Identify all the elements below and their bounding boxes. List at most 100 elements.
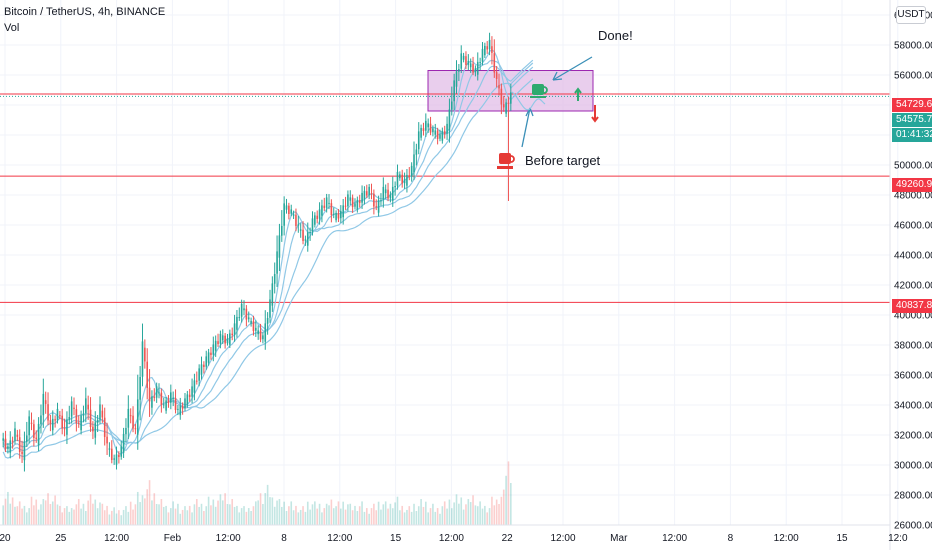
candle-body (351, 197, 354, 207)
candle (212, 336, 215, 362)
candle-body (467, 60, 470, 65)
x-tick-label: 8 (281, 533, 287, 544)
volume-bar (16, 506, 19, 525)
candle-body (35, 437, 38, 439)
candle-body (413, 154, 415, 173)
volume-bar (177, 503, 179, 525)
annotation-done: Done! (598, 28, 633, 43)
price-axis[interactable]: 60000.0058000.0056000.0054000.0052000.00… (889, 0, 932, 550)
volume-bar (344, 509, 347, 525)
candle-body (28, 416, 30, 436)
candle-body (195, 380, 198, 382)
candle (269, 289, 271, 323)
candle (413, 141, 415, 181)
volume-bar (96, 508, 99, 525)
candle-body (415, 149, 418, 155)
time-axis[interactable]: 20 25 12:00 Feb 12:00 8 12:00 15 12:00 22 12:00 Mar… (0, 524, 908, 544)
candle (54, 415, 56, 428)
volume-bar (295, 505, 297, 525)
candle-body (406, 174, 408, 186)
candle (488, 32, 491, 56)
volume-bar (370, 508, 373, 525)
chart-title: Bitcoin / TetherUS, 4h, BINANCE (4, 6, 166, 18)
candle-body (391, 186, 394, 201)
candle (110, 440, 113, 464)
candle-body (389, 194, 392, 199)
volume-bar (42, 499, 45, 525)
volume-bar (35, 499, 38, 525)
volume-bar (269, 497, 271, 525)
volume-bar (236, 505, 238, 525)
volume-bar (148, 480, 151, 525)
candle (358, 194, 361, 208)
x-tick-label: 12:00 (327, 533, 352, 544)
candle-body (85, 398, 87, 414)
candle-body (311, 218, 314, 232)
green-cup-icon (530, 84, 548, 98)
candle (417, 122, 420, 155)
candle-body (134, 428, 137, 430)
candle-body (210, 352, 212, 355)
candle-body (224, 335, 226, 344)
candle (384, 184, 387, 199)
volume-bar (401, 505, 404, 525)
volume-bar (174, 508, 177, 525)
candle-body (373, 193, 375, 207)
candle (502, 95, 505, 112)
green-cup-body (532, 84, 544, 95)
volume-bar (458, 503, 460, 525)
candle-body (453, 80, 455, 102)
candle-body (158, 392, 160, 394)
candle-body (233, 323, 236, 335)
candle-body (226, 338, 229, 344)
volume-bar (139, 502, 141, 525)
currency-button[interactable]: USDT (896, 6, 926, 24)
volume-bar (40, 504, 42, 525)
volume-bar (51, 501, 54, 525)
candle (429, 116, 432, 136)
candle (191, 378, 193, 404)
candle (507, 96, 510, 201)
candle (271, 276, 274, 312)
x-tick-label: 25 (55, 533, 67, 544)
volume-bar (37, 509, 40, 525)
volume-bar (108, 514, 111, 525)
candle-body (417, 131, 420, 150)
candle-body (14, 428, 16, 441)
volume-bar (233, 506, 236, 525)
candle (33, 419, 35, 447)
volume-bar (340, 508, 342, 525)
volume-bar (186, 510, 189, 525)
volume-bar (422, 506, 425, 525)
volume-bar (495, 499, 498, 525)
candle-body (401, 174, 404, 184)
candle (177, 404, 179, 416)
volume-bar (280, 506, 283, 525)
candle (120, 440, 123, 460)
red-cup-icon (497, 153, 515, 169)
y-tick-label: 48000.00 (894, 191, 932, 202)
candle (243, 300, 245, 316)
candle (101, 404, 104, 423)
volume-bar (262, 504, 264, 525)
volume-label: Vol (4, 22, 20, 34)
candle-body (302, 229, 304, 241)
volume-bar (493, 505, 496, 525)
candle (436, 127, 439, 145)
candle-body (316, 215, 319, 219)
y-tick-label: 58000.00 (894, 41, 932, 52)
volume-bar (158, 504, 160, 525)
moving-average-line (2, 59, 534, 453)
candle-body (276, 251, 278, 274)
candle-body (396, 171, 399, 186)
volume-bar (318, 503, 321, 525)
candle (422, 122, 425, 136)
candle (450, 86, 453, 116)
candle-body (476, 61, 479, 75)
candle (491, 36, 493, 65)
candle (382, 177, 385, 208)
candle (51, 410, 54, 436)
candle (181, 402, 184, 415)
candle (257, 325, 259, 340)
